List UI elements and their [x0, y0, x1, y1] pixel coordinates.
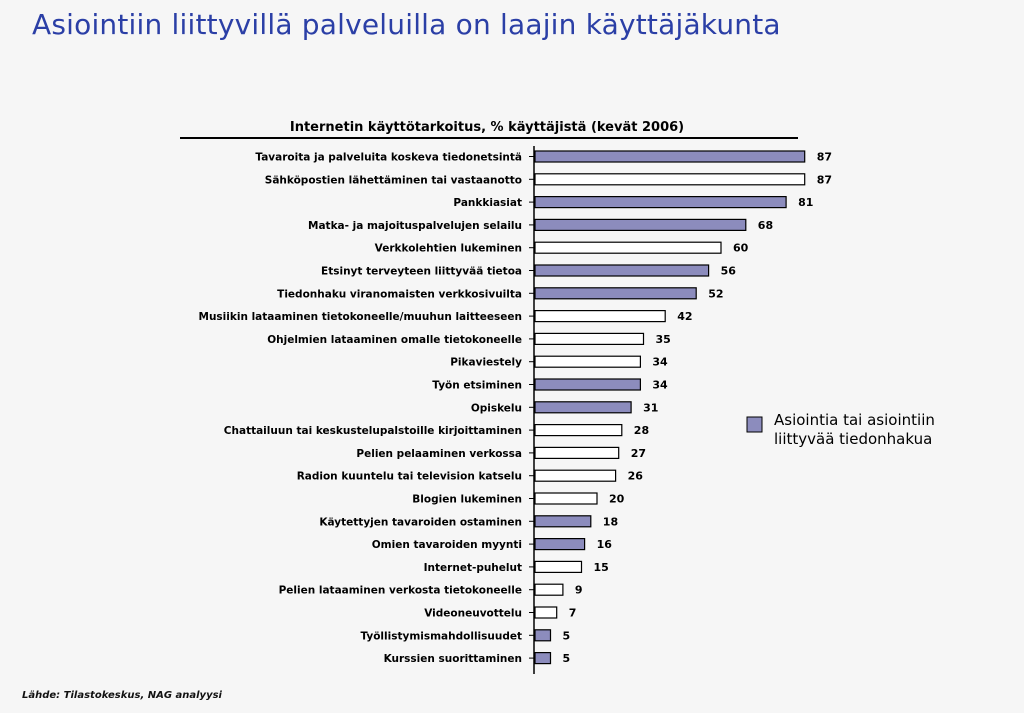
value-label: 42 [677, 310, 692, 323]
bar [534, 310, 666, 323]
bars-layer: Tavaroita ja palveluita koskeva tiedonet… [199, 150, 832, 665]
bar [534, 515, 592, 528]
value-label: 16 [597, 538, 613, 551]
bar [534, 606, 558, 619]
value-label: 7 [569, 607, 577, 620]
value-label: 52 [708, 287, 723, 300]
bar [534, 378, 642, 391]
bar [534, 583, 564, 596]
chart-title: Internetin käyttötarkoitus, % käyttäjist… [290, 120, 684, 135]
category-label: Blogien lukeminen [412, 494, 522, 506]
category-label: Tavaroita ja palveluita koskeva tiedonet… [255, 152, 522, 164]
bar [534, 537, 586, 551]
bar [534, 173, 806, 186]
category-label: Työn etsiminen [432, 380, 522, 392]
value-label: 87 [817, 151, 832, 164]
value-label: 27 [631, 447, 646, 460]
category-label: Verkkolehtien lukeminen [375, 243, 522, 255]
category-label: Kurssien suorittaminen [384, 653, 522, 665]
value-label: 26 [628, 470, 644, 483]
category-label: Tiedonhaku viranomaisten verkkosivuilta [277, 288, 522, 300]
category-label: Pankkiasiat [453, 197, 522, 209]
bar [534, 469, 617, 482]
value-label: 81 [798, 196, 813, 209]
value-label: 15 [594, 561, 609, 574]
category-label: Työllistymismahdollisuudet [360, 630, 522, 642]
page-title: Asiointiin liittyvillä palveluilla on la… [32, 8, 781, 41]
bar [534, 424, 623, 437]
bar [534, 218, 747, 231]
bar [534, 651, 552, 665]
value-label: 20 [609, 493, 625, 506]
value-label: 87 [817, 173, 832, 186]
bar [534, 401, 632, 414]
category-label: Musiikin lataaminen tietokoneelle/muuhun… [199, 311, 523, 323]
value-label: 28 [634, 424, 649, 437]
bar [534, 560, 583, 574]
category-label: Pelien pelaaminen verkossa [356, 448, 522, 460]
value-label: 5 [563, 652, 571, 665]
category-label: Pelien lataaminen verkosta tietokoneelle [279, 585, 522, 597]
value-label: 31 [643, 401, 658, 414]
category-label: Opiskelu [471, 402, 522, 414]
bar [534, 446, 620, 459]
category-label: Omien tavaroiden myynti [372, 539, 522, 551]
category-label: Chattailuun tai keskustelupalstoille kir… [224, 425, 522, 437]
category-label: Internet-puhelut [424, 562, 522, 574]
value-label: 5 [563, 629, 571, 642]
bar [534, 355, 642, 368]
value-label: 9 [575, 584, 583, 597]
value-label: 60 [733, 242, 749, 255]
bar [534, 332, 645, 345]
legend: Asiointia tai asiointiin liittyvää tiedo… [746, 411, 940, 448]
bar [534, 629, 552, 642]
legend-label: Asiointia tai asiointiin liittyvää tiedo… [774, 411, 940, 448]
value-label: 34 [652, 379, 668, 392]
category-label: Etsinyt terveyteen liittyvää tietoa [321, 266, 522, 278]
bar [534, 150, 806, 163]
value-label: 56 [721, 265, 737, 278]
category-label: Käytettyjen tavaroiden ostaminen [319, 516, 522, 528]
category-label: Videoneuvottelu [424, 608, 522, 620]
value-label: 35 [656, 333, 671, 346]
category-label: Matka- ja majoituspalvelujen selailu [308, 220, 522, 232]
category-label: Sähköpostien lähettäminen tai vastaanott… [265, 174, 522, 186]
value-label: 34 [652, 356, 668, 369]
bar [534, 492, 598, 505]
source-note: Lähde: Tilastokeskus, NAG analyysi [22, 690, 222, 701]
bar [534, 287, 697, 300]
bar [534, 264, 710, 277]
value-label: 68 [758, 219, 773, 232]
value-label: 18 [603, 515, 618, 528]
category-label: Radion kuuntelu tai television katselu [297, 471, 522, 483]
bar [534, 196, 787, 209]
bar [534, 241, 722, 254]
category-label: Pikaviestely [450, 357, 522, 369]
category-label: Ohjelmien lataaminen omalle tietokoneell… [267, 334, 522, 346]
legend-swatch [746, 416, 763, 433]
